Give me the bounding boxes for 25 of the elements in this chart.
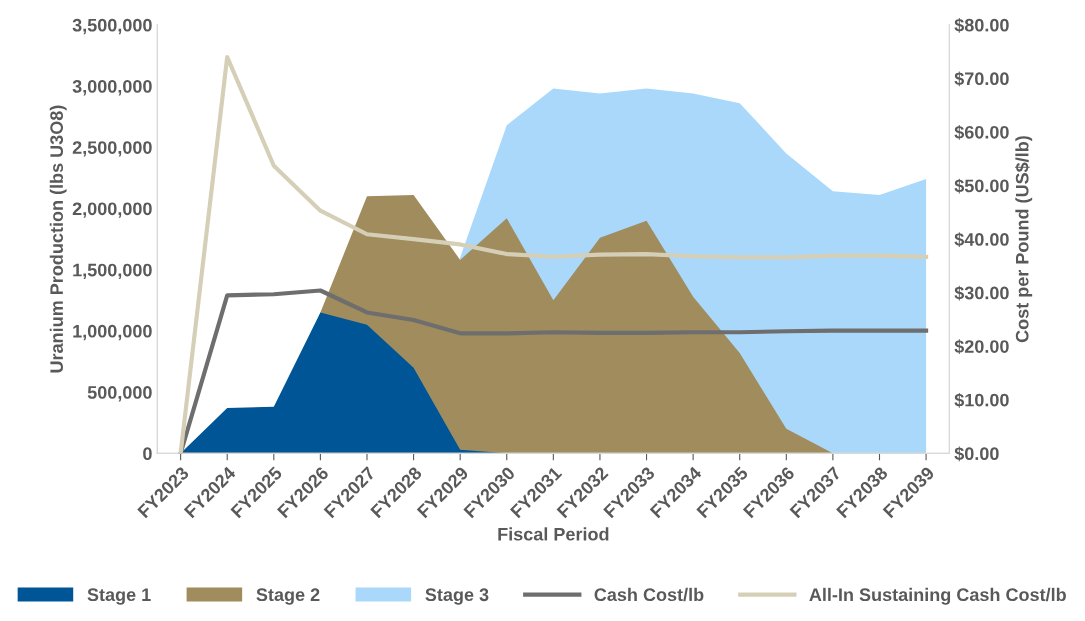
- y-tick-label: 1,500,000: [73, 263, 152, 280]
- legend-label: Stage 1: [87, 588, 151, 605]
- legend-label: Stage 2: [256, 588, 320, 605]
- x-axis-title: Fiscal Period: [498, 527, 609, 541]
- y-tick-label: 3,500,000: [72, 18, 152, 35]
- y2-tick-label: $70.00: [954, 71, 1009, 87]
- y-tick-label: 3,000,000: [72, 79, 152, 96]
- legend-label: All-In Sustaining Cash Cost/lb: [809, 587, 1066, 605]
- y2-axis-title: Cost per Pound (US$/lb): [1015, 136, 1033, 343]
- legend-label: Cash Cost/lb: [594, 587, 704, 602]
- legend-label: Stage 3: [425, 588, 489, 605]
- y2-tick-label: $0.00: [954, 446, 999, 462]
- y-tick-label: 2,500,000: [72, 141, 152, 157]
- y2-tick-label: $40.00: [954, 232, 1009, 247]
- y2-tick-label: $80.00: [954, 17, 1009, 33]
- y-axis-title: Uranium Production (lbs U3O8): [49, 105, 67, 373]
- y-tick-label: 500,000: [87, 386, 152, 402]
- y2-tick-label: $50.00: [954, 178, 1009, 194]
- y-tick-label: 2,000,000: [72, 202, 152, 218]
- y2-tick-label: $60.00: [954, 125, 1009, 140]
- y2-tick-label: $20.00: [954, 339, 1009, 355]
- y2-tick-label: $10.00: [954, 392, 1009, 408]
- y-tick-label: 1,000,000: [73, 324, 152, 341]
- y2-tick-label: $30.00: [954, 285, 1009, 301]
- y-tick-label: 0: [143, 447, 152, 461]
